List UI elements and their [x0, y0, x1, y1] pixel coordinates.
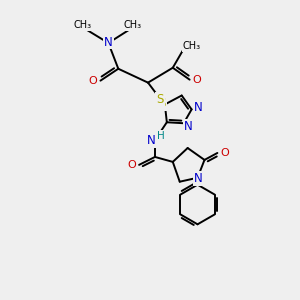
Text: O: O — [128, 160, 136, 170]
Text: N: N — [147, 134, 155, 147]
Text: O: O — [220, 148, 229, 158]
Text: N: N — [104, 35, 113, 49]
Text: S: S — [158, 97, 166, 110]
Text: CH₃: CH₃ — [182, 41, 201, 51]
Text: CH₃: CH₃ — [74, 20, 92, 30]
Text: O: O — [192, 75, 201, 85]
Text: O: O — [88, 76, 97, 85]
Text: N: N — [184, 120, 193, 133]
Text: H: H — [157, 131, 165, 141]
Text: CH₃: CH₃ — [123, 20, 141, 30]
Text: N: N — [194, 172, 203, 185]
Text: N: N — [194, 101, 203, 114]
Text: S: S — [156, 93, 164, 106]
